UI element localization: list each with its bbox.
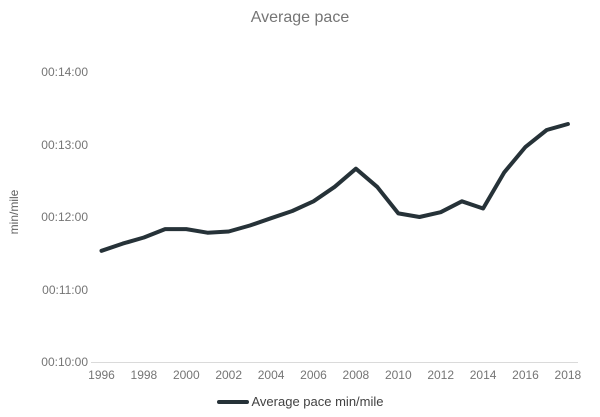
x-tick-label: 2012 — [427, 368, 455, 382]
x-tick-label: 1996 — [88, 368, 115, 382]
y-tick-label: 00:14:00 — [41, 65, 88, 79]
y-tick-label: 00:12:00 — [41, 210, 88, 224]
x-tick-label: 2000 — [172, 368, 200, 382]
x-tick-label: 2018 — [554, 368, 582, 382]
legend: Average pace min/mile — [0, 393, 600, 411]
legend-line-swatch-icon — [216, 400, 249, 404]
chart-title: Average pace — [250, 9, 350, 26]
x-tick-label: 2004 — [257, 368, 285, 382]
x-tick-label: 2002 — [215, 368, 243, 382]
x-tick-label: 2016 — [512, 368, 539, 382]
x-tick-label: 2010 — [384, 368, 412, 382]
series-line — [99, 122, 570, 253]
x-tick-label: 2006 — [300, 368, 327, 382]
y-tick-label: 00:11:00 — [42, 282, 88, 297]
legend-label: Average pace min/mile — [251, 394, 384, 409]
y-tick-label: 00:10:00 — [41, 355, 88, 369]
x-tick-label: 1998 — [130, 368, 158, 382]
x-tick-label: 2008 — [342, 368, 370, 382]
x-tick-label: 2014 — [469, 368, 497, 382]
y-tick-label: 00:13:00 — [41, 137, 88, 152]
